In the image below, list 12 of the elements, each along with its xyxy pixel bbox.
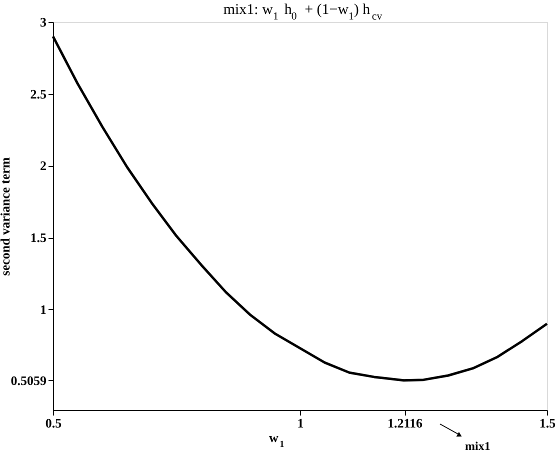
y-tick-label: 2.5 <box>30 86 47 102</box>
x-tick-label: 0.5 <box>45 416 62 430</box>
y-tick-label: 1 <box>40 302 46 317</box>
text: mix1 <box>465 439 490 453</box>
x-tick-label: 1.2116 <box>388 416 424 430</box>
x-tick-label: 1.5 <box>539 416 556 430</box>
y-tick-label: 3 <box>40 14 47 30</box>
y-tick-label: 1.5 <box>30 230 47 246</box>
x-tick-label: 1 <box>297 416 304 430</box>
y-tick-label: 2 <box>40 158 46 174</box>
y-tick-label: 0.5059 <box>10 372 47 388</box>
y-axis-title: second variance term <box>0 157 12 276</box>
